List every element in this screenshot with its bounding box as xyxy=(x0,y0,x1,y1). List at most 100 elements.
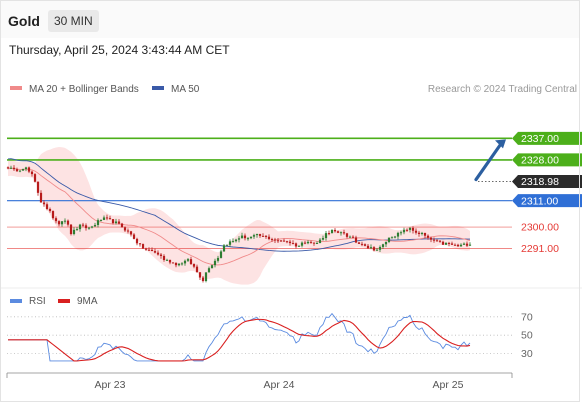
forecast-arrow-head xyxy=(495,139,506,149)
ma50-line xyxy=(7,158,471,252)
x-tick-label: Apr 24 xyxy=(264,379,295,391)
candle-body xyxy=(423,232,427,236)
candle-body xyxy=(387,237,391,242)
candle-body xyxy=(216,257,220,261)
candle-body xyxy=(144,248,148,250)
candle-body xyxy=(204,272,208,281)
x-tick-label: Apr 23 xyxy=(95,379,126,391)
candle-body xyxy=(177,263,181,266)
candle-body xyxy=(378,246,382,250)
candle-body xyxy=(375,249,379,251)
candle-body xyxy=(60,221,64,225)
candle-body xyxy=(36,181,40,193)
support-tag-bg xyxy=(512,194,582,208)
candle-body xyxy=(111,219,115,224)
candle-body xyxy=(324,233,328,239)
candle-body xyxy=(171,262,175,264)
candle-body xyxy=(210,265,214,269)
candle-body xyxy=(408,227,412,230)
candle-body xyxy=(396,232,400,237)
rsi-ma-legend: 9MA xyxy=(77,296,98,307)
candle-body xyxy=(330,229,334,234)
candle-body xyxy=(78,224,82,230)
credit: Research © 2024 Trading Central xyxy=(428,84,577,95)
candle-body xyxy=(114,221,118,224)
candle-body xyxy=(108,218,112,220)
candle-body xyxy=(360,243,364,245)
candle-body xyxy=(384,241,388,245)
chart-header: Gold 30 MIN xyxy=(0,0,580,38)
candle-body xyxy=(390,237,394,239)
candle-body xyxy=(66,220,70,225)
candle-body xyxy=(258,234,262,236)
rsi-tick: 50 xyxy=(521,330,533,342)
candle-body xyxy=(96,220,100,225)
candle-body xyxy=(429,237,433,240)
candle-body xyxy=(432,239,436,241)
resistance-tag-bg xyxy=(512,131,582,145)
candle-body xyxy=(75,229,79,231)
timeframe-button[interactable]: 30 MIN xyxy=(48,10,99,32)
support-tag: 2311.00 xyxy=(521,195,558,207)
rsi-tick: 70 xyxy=(521,311,533,323)
candle-body xyxy=(24,167,28,170)
candle-body xyxy=(435,240,439,242)
candle-body xyxy=(198,272,202,278)
candle-body xyxy=(447,242,451,244)
candle-body xyxy=(462,243,466,245)
candle-body xyxy=(51,211,55,219)
candle-body xyxy=(354,237,358,243)
candle-body xyxy=(27,167,31,172)
rsi-ma-line xyxy=(8,318,471,362)
candle-body xyxy=(279,240,283,242)
candle-body xyxy=(306,241,310,244)
candle-body xyxy=(282,240,286,242)
ma50-legend: MA 50 xyxy=(171,84,200,95)
candle-body xyxy=(159,254,163,256)
candle-body xyxy=(315,243,319,245)
candle-body xyxy=(363,244,367,246)
candle-body xyxy=(201,277,205,281)
candle-body xyxy=(162,255,166,261)
candle-body xyxy=(21,169,25,171)
candle-body xyxy=(237,238,241,240)
candle-body xyxy=(309,241,313,243)
candle-body xyxy=(294,243,298,247)
candle-body xyxy=(30,171,34,175)
candle-body xyxy=(249,236,253,239)
candle-body xyxy=(276,240,280,242)
candle-body xyxy=(411,227,415,231)
last-price-tag-bg xyxy=(512,175,582,189)
candle-body xyxy=(468,244,472,246)
candle-body xyxy=(84,225,88,229)
candle-body xyxy=(240,235,244,239)
candle-body xyxy=(261,235,265,237)
candle-body xyxy=(252,235,256,237)
candle-body xyxy=(231,241,235,243)
candle-body xyxy=(339,232,343,234)
last-price-tag: 2318.98 xyxy=(521,176,559,188)
candle-body xyxy=(72,229,76,235)
candle-body xyxy=(453,244,457,246)
candle-body xyxy=(15,169,19,172)
candle-body xyxy=(183,260,187,264)
candle-body xyxy=(381,244,385,247)
candle-body xyxy=(186,259,190,261)
rsi-line xyxy=(8,312,471,362)
candle-body xyxy=(366,245,370,249)
candle-body xyxy=(441,241,445,245)
ma20-legend: MA 20 + Bollinger Bands xyxy=(29,84,139,95)
candle-body xyxy=(138,243,142,245)
candle-body xyxy=(123,227,127,231)
candle-body xyxy=(342,232,346,234)
candle-body xyxy=(414,230,418,233)
candle-body xyxy=(45,204,49,209)
candle-body xyxy=(57,221,61,225)
resistance-tag: 2337.00 xyxy=(521,133,559,145)
candle-body xyxy=(465,243,469,246)
ma50-legend-swatch xyxy=(152,86,164,90)
x-tick-label: Apr 25 xyxy=(433,379,464,391)
candle-body xyxy=(147,249,151,251)
candle-body xyxy=(288,241,292,244)
